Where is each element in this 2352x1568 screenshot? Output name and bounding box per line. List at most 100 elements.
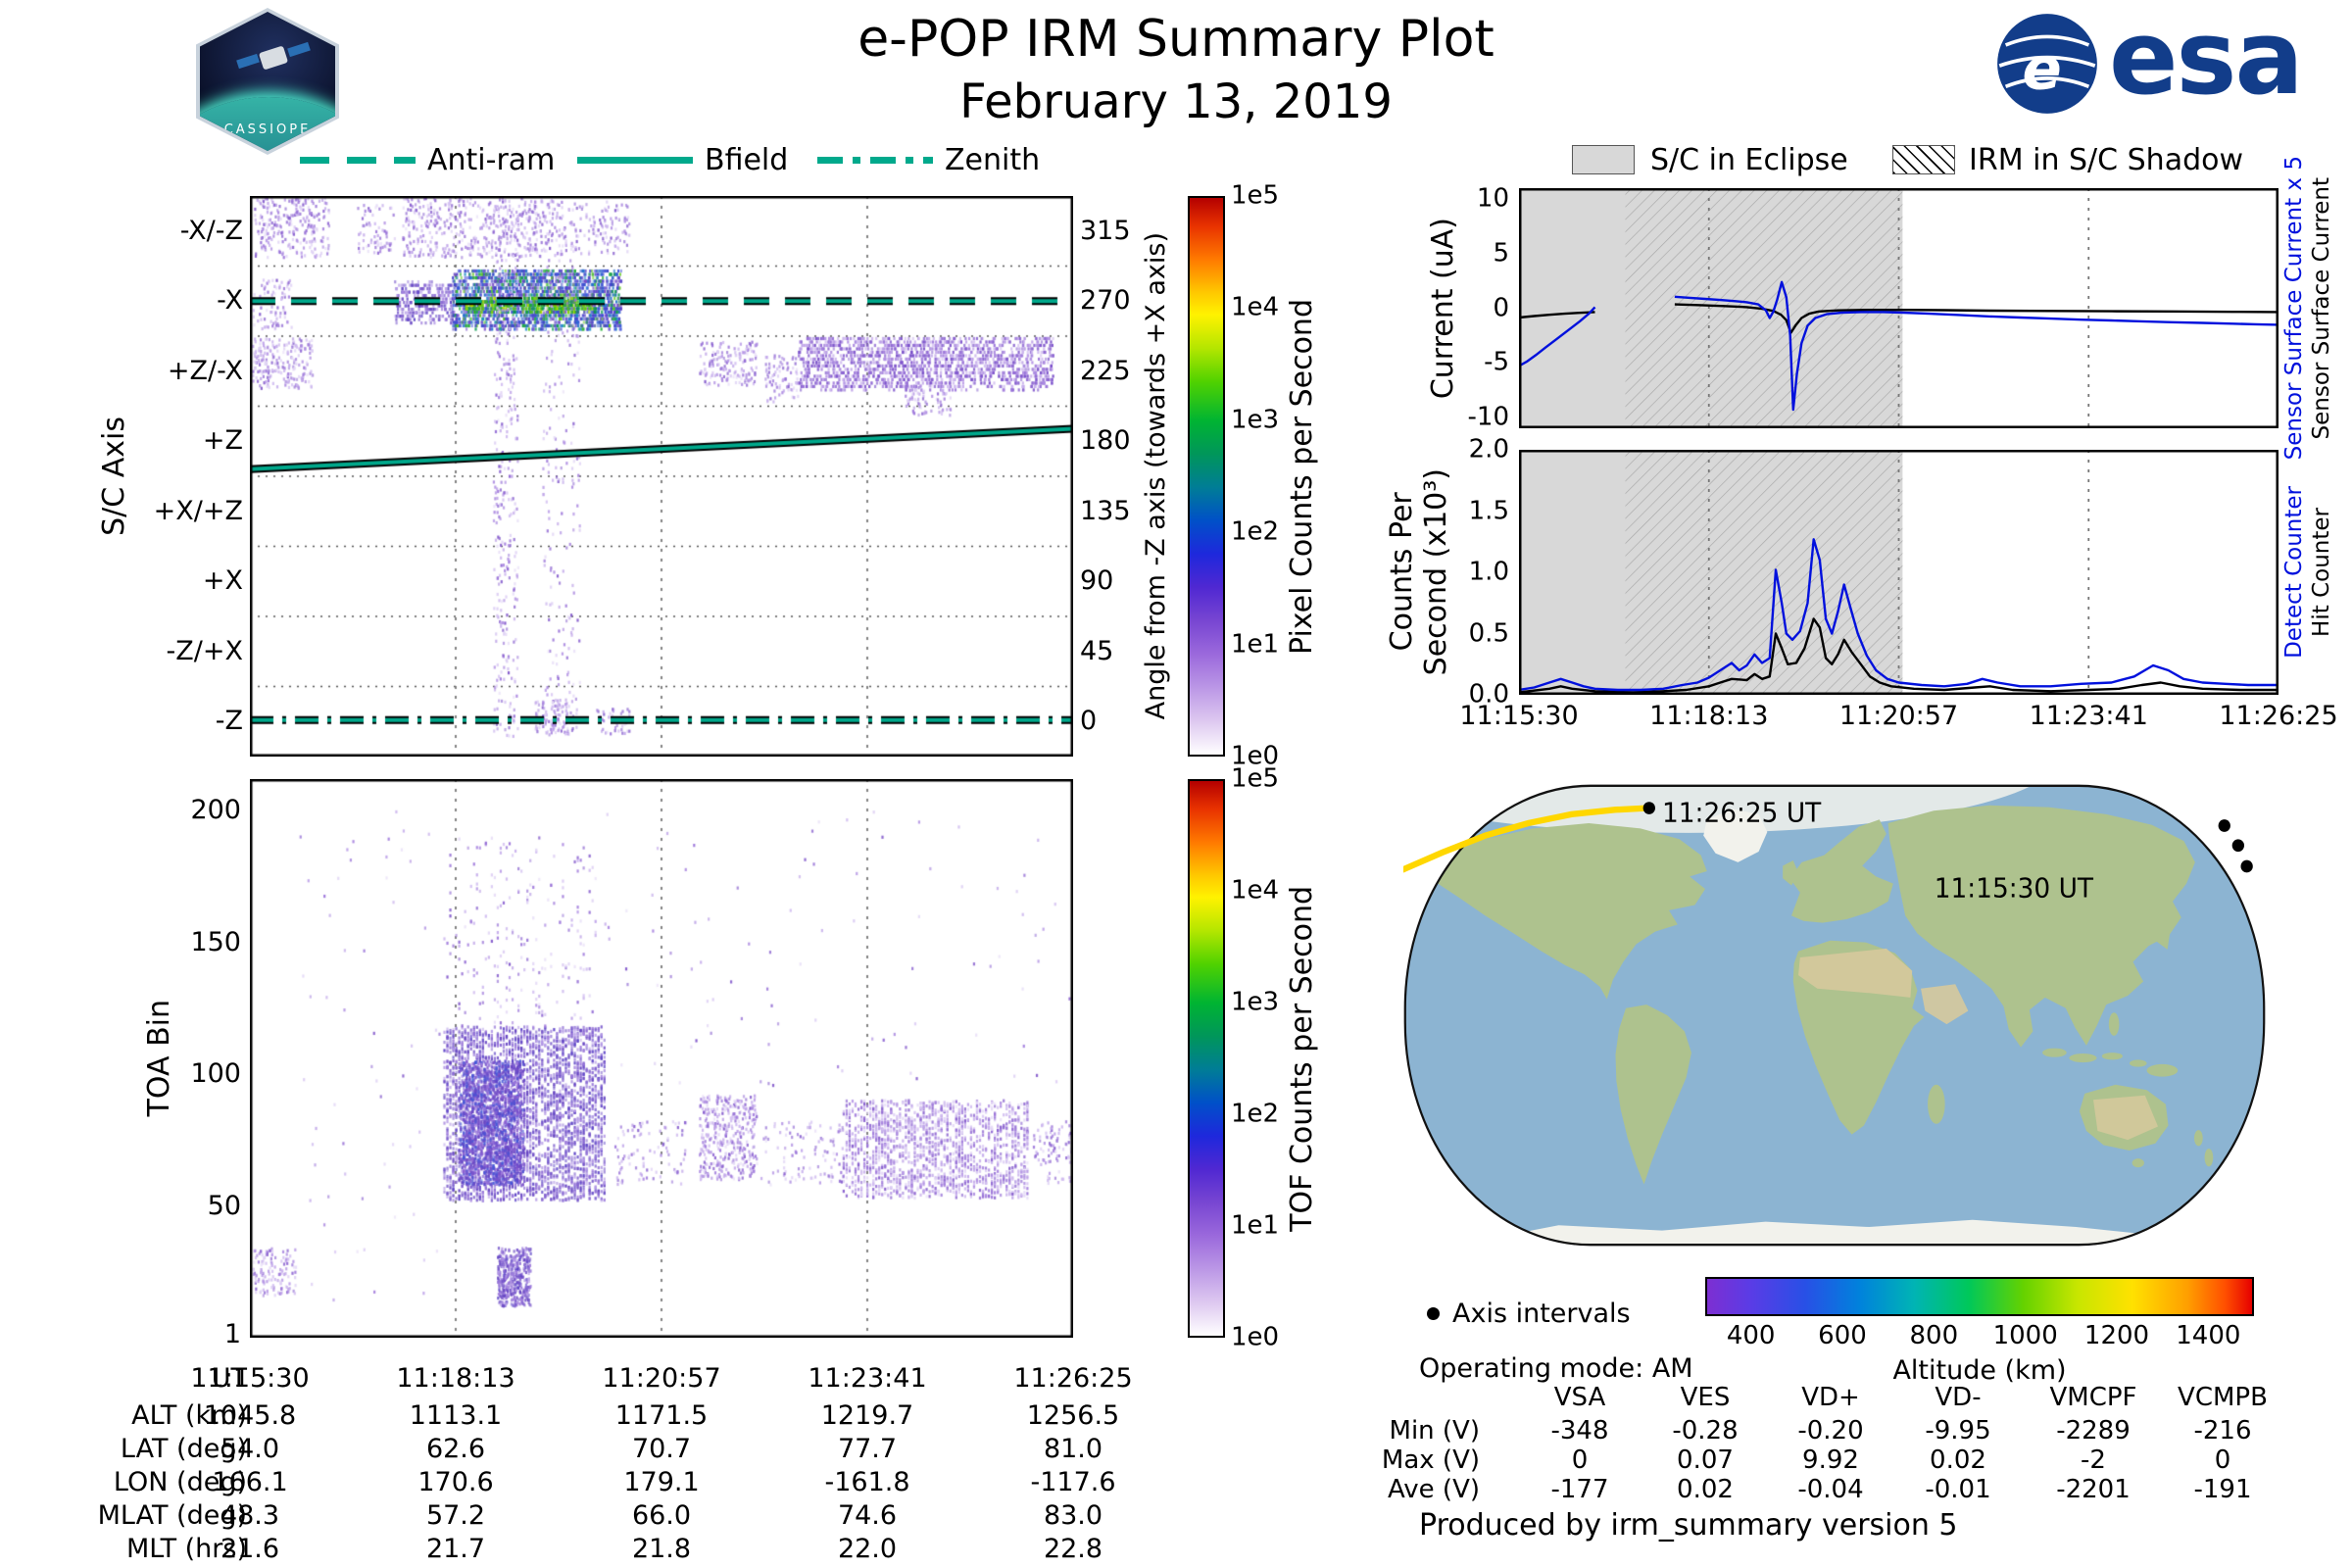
shadow-swatch (1892, 145, 1955, 174)
sc-axis-tick: -Z/+X (166, 635, 243, 666)
counts-tick: 0.5 (1468, 618, 1509, 649)
voltage-value: -2201 (2056, 1475, 2131, 1504)
voltage-value: 0.07 (1677, 1446, 1734, 1475)
ephemeris-value: 11:23:41 (808, 1363, 927, 1394)
counts-tick: 1.0 (1468, 557, 1509, 587)
ephemeris-value: 1045.8 (203, 1400, 297, 1431)
ephemeris-value: 179.1 (623, 1467, 700, 1497)
sc-axis-tick: +X/+Z (153, 495, 243, 526)
sensor-current-label: Sensor Surface Current (2309, 176, 2334, 440)
ephemeris-value: 21.6 (220, 1534, 280, 1564)
ephemeris-value: 1256.5 (1026, 1400, 1120, 1431)
altitude-bar-label: Altitude (km) (1892, 1355, 2067, 1386)
ephemeris-row-label: MLAT (deg) (97, 1500, 247, 1531)
altitude-tick: 1200 (2083, 1321, 2150, 1350)
ground-track-map: 11:26:25 UT 11:15:30 UT (1403, 784, 2266, 1247)
sc-axis-spectrogram (250, 196, 1073, 757)
toa-ylabel: TOA Bin (141, 1000, 176, 1117)
angle-tick: 180 (1080, 425, 1131, 457)
ephemeris-value: 22.0 (837, 1534, 898, 1564)
current-tick: -5 (1484, 347, 1509, 377)
voltage-row-label: Min (V) (1389, 1416, 1480, 1446)
pixel-cb-tick: 1e4 (1231, 293, 1280, 323)
voltage-column-header: VSA (1553, 1383, 1606, 1412)
ephemeris-row-label: MLT (hrs) (125, 1534, 247, 1564)
tof-counts-colorbar (1188, 779, 1225, 1338)
voltage-value: -191 (2193, 1475, 2252, 1504)
toa-tick: 100 (190, 1058, 241, 1090)
legend-bfield: Bfield (705, 143, 789, 177)
ephemeris-value: 1171.5 (614, 1400, 709, 1431)
angle-tick: 315 (1080, 215, 1131, 246)
toa-tick: 150 (190, 926, 241, 957)
hit-counter-label: Hit Counter (2309, 508, 2334, 637)
altitude-tick: 800 (1909, 1321, 1959, 1350)
ephemeris-row-label: LON (deg) (113, 1467, 247, 1497)
ephemeris-value: 74.6 (837, 1500, 898, 1531)
voltage-column-header: VCMPB (2178, 1383, 2268, 1412)
ephemeris-value: 11:20:57 (602, 1363, 721, 1394)
sensor-current-chart (1519, 188, 2278, 428)
sc-axis-tick: +Z/-X (167, 355, 243, 386)
voltage-value: 0 (2214, 1446, 2231, 1475)
ground-track (1403, 805, 1652, 873)
ephemeris-value: 166.1 (212, 1467, 288, 1497)
voltage-value: -2 (2081, 1446, 2106, 1475)
angle-tick: 225 (1080, 355, 1131, 386)
esa-globe-icon: e (1997, 14, 2097, 114)
voltage-value: -348 (1550, 1416, 1609, 1446)
altitude-tick: 400 (1726, 1321, 1776, 1350)
current-tick: -10 (1467, 402, 1509, 432)
track-point-dot (2231, 839, 2244, 853)
toa-tick: 1 (223, 1319, 241, 1350)
voltage-value: -177 (1550, 1475, 1609, 1504)
voltage-value: -0.28 (1672, 1416, 1739, 1446)
voltage-value: -0.01 (1925, 1475, 1991, 1504)
angle-tick: 0 (1080, 706, 1098, 737)
voltage-row-label: Ave (V) (1388, 1475, 1480, 1504)
track-point-dot (2240, 859, 2253, 873)
ephemeris-value: 11:15:30 (190, 1363, 310, 1394)
sc-axis-ylabel: S/C Axis (96, 416, 131, 536)
ephemeris-value: 83.0 (1043, 1500, 1103, 1531)
tof-cb-tick: 1e4 (1231, 875, 1280, 906)
eclipse-swatch (1572, 145, 1635, 174)
voltage-value: -216 (2193, 1416, 2252, 1446)
cassiope-logo: CASSIOPE (196, 8, 339, 155)
counter-chart (1519, 450, 2278, 695)
sensor-current-x5-label: Sensor Surface Current x 5 (2281, 156, 2307, 461)
altitude-tick: 1400 (2176, 1321, 2241, 1350)
angle-tick: 270 (1080, 285, 1131, 317)
sc-axis-tick: -Z (215, 706, 243, 737)
time-tick: 11:23:41 (2029, 701, 2148, 731)
ephemeris-value: 21.8 (631, 1534, 692, 1564)
track-point-dot (1642, 802, 1655, 814)
ephemeris-value: 11:18:13 (396, 1363, 515, 1394)
counts-ylabel: Counts Per Second (x10³) (1385, 468, 1453, 676)
voltage-column-header: VD- (1935, 1383, 1982, 1412)
pixel-counts-colorbar (1188, 196, 1225, 757)
ephemeris-value: 1113.1 (409, 1400, 503, 1431)
sc-axis-tick: -X (217, 285, 243, 317)
voltage-value: -9.95 (1925, 1416, 1991, 1446)
toa-bin-spectrogram (250, 779, 1073, 1338)
anti-ram-line-sample (300, 157, 416, 164)
map-time-label: 11:26:25 UT (1662, 798, 1822, 828)
current-ylabel: Current (uA) (1425, 217, 1460, 400)
tof-cb-tick: 1e0 (1231, 1322, 1280, 1352)
voltage-value: -0.20 (1797, 1416, 1864, 1446)
ephemeris-value: 62.6 (425, 1434, 486, 1464)
sc-axis-tick: +X (202, 565, 243, 597)
pixel-cb-tick: 1e2 (1231, 516, 1280, 547)
ephemeris-value: 170.6 (417, 1467, 494, 1497)
tof-colorbar-label: TOF Counts per Second (1284, 885, 1319, 1232)
ephemeris-row-label: UT (211, 1363, 247, 1394)
map-time-label: 11:15:30 UT (1935, 873, 2094, 904)
ephemeris-value: 66.0 (631, 1500, 692, 1531)
legend-anti-ram: Anti-ram (427, 143, 556, 177)
tof-cb-tick: 1e5 (1231, 763, 1280, 794)
bfield-line-sample (577, 157, 693, 164)
legend-zenith: Zenith (945, 143, 1041, 177)
voltage-column-header: VES (1680, 1383, 1731, 1412)
time-tick: 11:18:13 (1649, 701, 1769, 731)
